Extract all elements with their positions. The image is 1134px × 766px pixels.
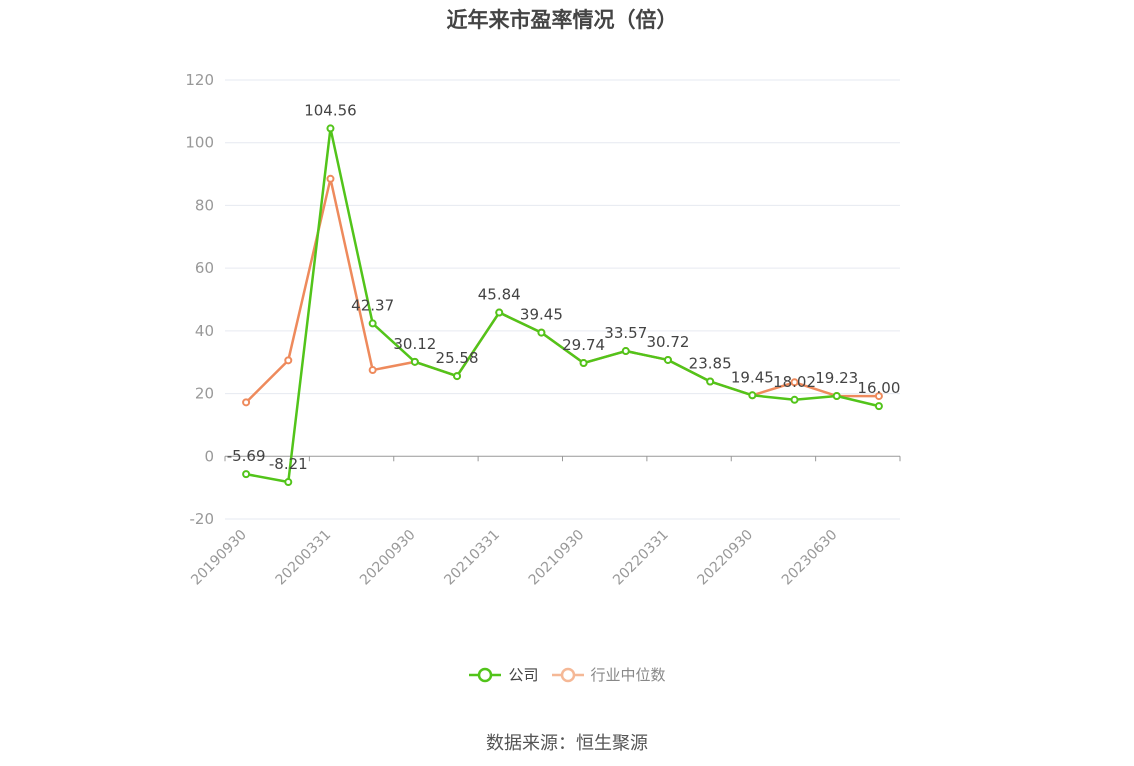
x-tick-label: 20220331 (610, 527, 672, 589)
company-data-point (706, 377, 715, 386)
x-tick-label: 20200331 (273, 527, 335, 589)
data-label: 30.12 (393, 335, 436, 353)
data-label: 104.56 (304, 101, 357, 119)
industry-data-point (874, 392, 883, 401)
company-data-point (621, 347, 630, 356)
company-series-line (245, 127, 880, 484)
legend-company-icon (469, 667, 502, 682)
company-data-point (832, 391, 841, 400)
source-note: 数据来源：恒生聚源 (486, 733, 648, 754)
data-label: 23.85 (689, 354, 732, 372)
legend-item-company[interactable]: 公司 (468, 664, 539, 685)
legend-label-industry: 行业中位数 (590, 666, 666, 684)
data-label: -8.21 (269, 455, 308, 473)
data-label: 19.23 (815, 369, 858, 387)
industry-data-point (790, 378, 799, 387)
company-data-point (748, 391, 757, 400)
data-label: 42.37 (351, 296, 394, 314)
x-tick-label: 20230630 (779, 527, 841, 589)
industry-data-point (326, 174, 335, 183)
data-label: 25.58 (436, 349, 479, 367)
y-tick-label: 60 (195, 259, 214, 277)
company-data-point (579, 359, 588, 368)
y-tick-label: 100 (185, 134, 214, 152)
x-tick-label: 20190930 (188, 527, 250, 589)
x-tick-label: 20220930 (694, 527, 756, 589)
data-label: 39.45 (520, 306, 563, 324)
series-layer (242, 124, 883, 487)
company-data-point (368, 319, 377, 328)
y-tick-label: 40 (195, 322, 214, 340)
company-data-point (453, 372, 462, 381)
company-data-point (326, 124, 335, 133)
x-tick-label: 20200930 (357, 527, 419, 589)
company-data-point (663, 355, 672, 364)
x-tick-label: 20210930 (526, 527, 588, 589)
data-label: 33.57 (604, 324, 647, 342)
y-tick-label: -20 (190, 510, 215, 528)
industry-data-point (368, 366, 377, 375)
industry-series-line (245, 177, 879, 404)
company-data-point (242, 470, 251, 479)
company-data-point (284, 478, 293, 487)
legend: 公司 行业中位数 (0, 664, 1134, 685)
data-label: 45.84 (478, 286, 521, 304)
data-label: 18.02 (773, 373, 816, 391)
y-tick-label: 120 (185, 71, 214, 89)
company-data-point (874, 402, 883, 411)
grid-layer (225, 79, 900, 520)
data-label: 29.74 (562, 336, 605, 354)
data-label: 16.00 (857, 379, 900, 397)
data-label: -5.69 (227, 447, 266, 465)
company-data-point (790, 395, 799, 404)
industry-data-point (284, 356, 293, 365)
legend-label-company: 公司 (508, 666, 539, 684)
chart-title: 近年来市盈率情况（倍） (446, 8, 678, 32)
data-label: 19.45 (731, 368, 774, 386)
legend-item-industry[interactable]: 行业中位数 (551, 664, 666, 685)
company-data-point (537, 328, 546, 337)
company-data-point (410, 357, 419, 366)
y-tick-label: 80 (195, 196, 214, 214)
data-label: 30.72 (646, 333, 689, 351)
x-tick-label: 20210331 (441, 527, 503, 589)
legend-industry-icon (551, 667, 584, 682)
y-tick-label: 0 (204, 447, 214, 465)
industry-data-point (242, 398, 251, 407)
company-data-point (495, 308, 504, 317)
y-tick-label: 20 (195, 385, 214, 403)
